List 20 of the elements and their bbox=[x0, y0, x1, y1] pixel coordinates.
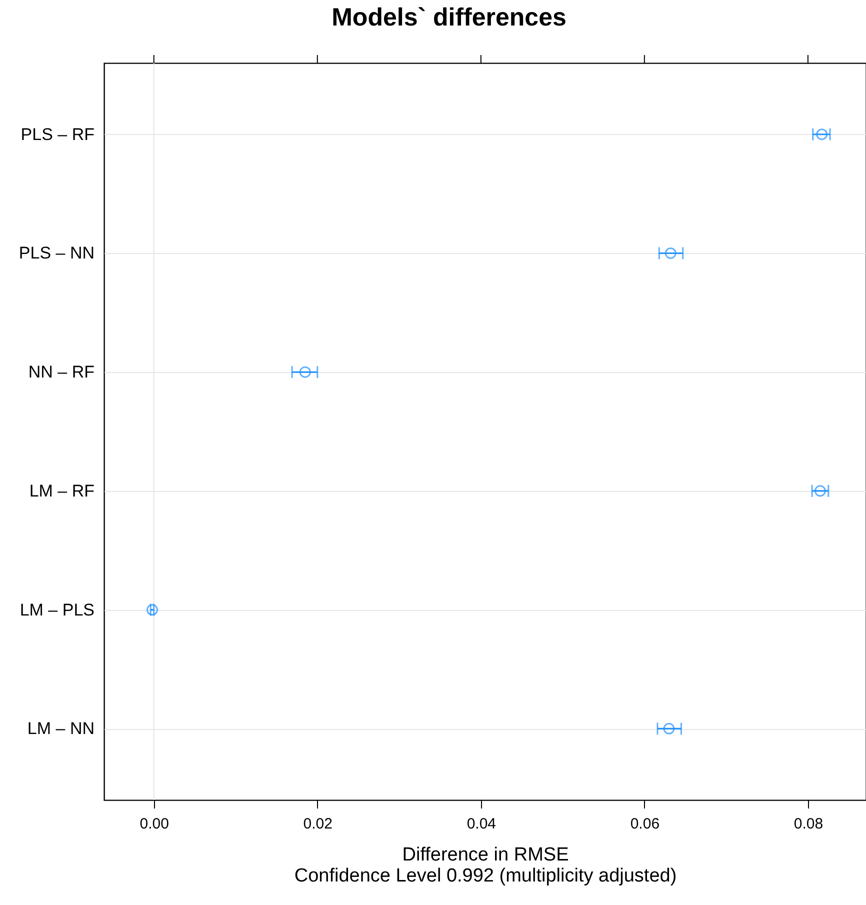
point bbox=[814, 485, 826, 497]
y-tick-label: LM – RF bbox=[29, 481, 94, 500]
point bbox=[664, 247, 676, 259]
point bbox=[146, 604, 158, 616]
text: Confidence Level 0.992 (multiplicity adjusted) bbox=[294, 866, 677, 886]
y-tick-label: PLS – NN bbox=[18, 244, 94, 263]
point bbox=[299, 366, 311, 378]
y-tick-label: LM – NN bbox=[27, 719, 94, 738]
y-tick-label: NN – RF bbox=[28, 362, 94, 382]
x-axis-title: Difference in RMSE bbox=[402, 844, 569, 866]
x-tick-label: 0.00 bbox=[140, 816, 169, 832]
y-tick-label: PLS – RF bbox=[20, 124, 94, 144]
chart-title: Models` differences bbox=[332, 4, 566, 32]
x-tick-label: 0.04 bbox=[466, 816, 496, 832]
x-tick-label: 0.08 bbox=[794, 816, 824, 832]
x-tick-label: 0.02 bbox=[303, 816, 332, 832]
y-tick-label: LM – PLS bbox=[20, 600, 94, 620]
point bbox=[663, 722, 675, 734]
x-tick-label: 0.06 bbox=[630, 816, 660, 832]
point bbox=[816, 128, 828, 140]
